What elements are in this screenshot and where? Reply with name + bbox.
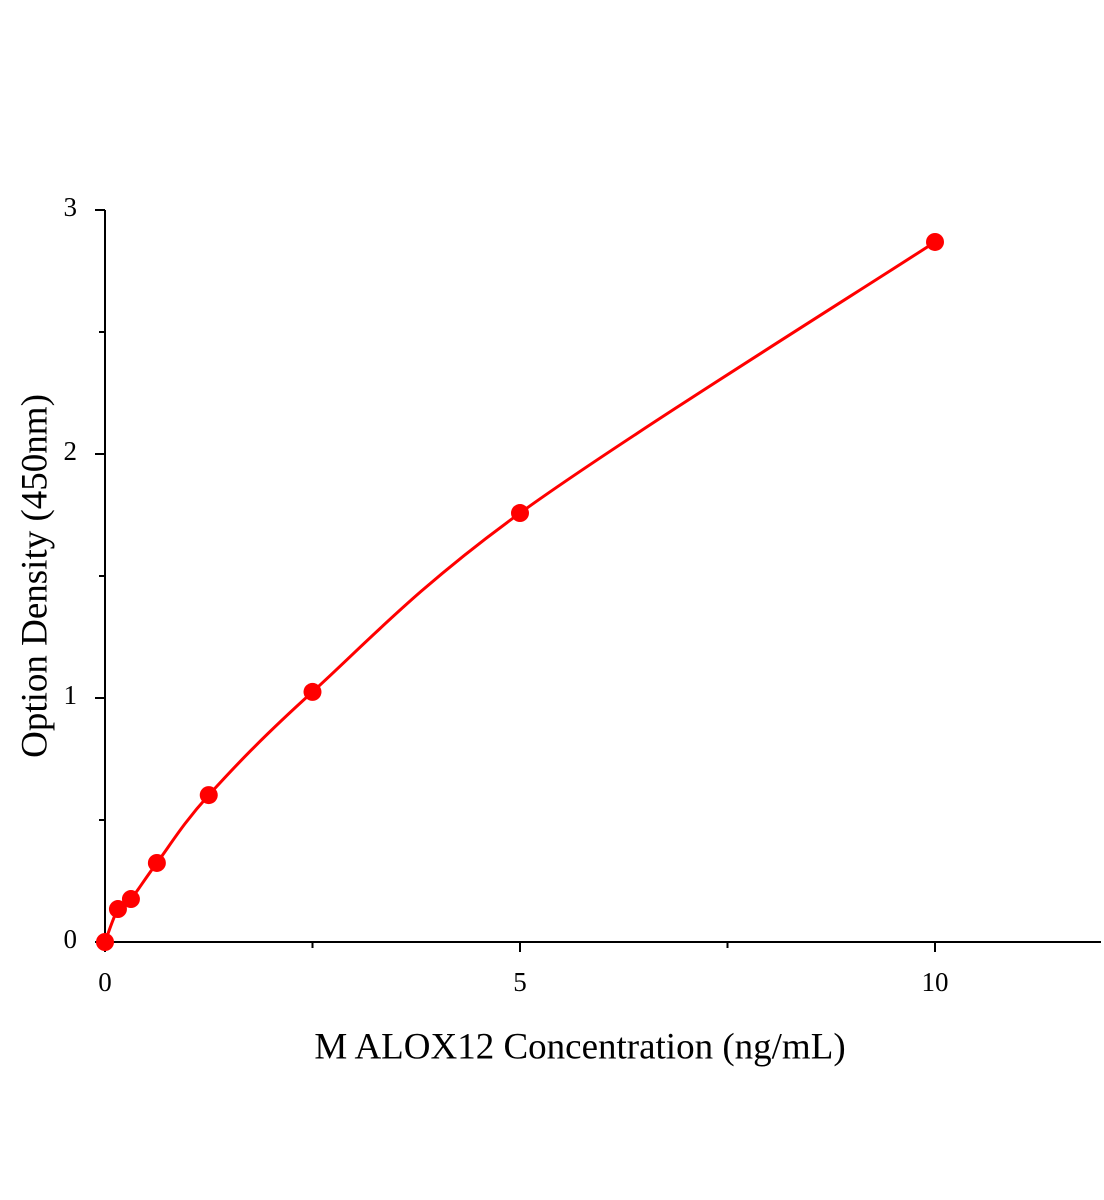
x-tick-label: 0 xyxy=(98,967,112,997)
data-point xyxy=(511,504,529,523)
data-point xyxy=(303,682,322,701)
y-tick-label: 1 xyxy=(64,680,78,710)
data-point xyxy=(147,853,166,872)
data-point xyxy=(926,232,944,251)
data-point xyxy=(96,933,114,951)
data-point xyxy=(199,786,218,805)
data-point xyxy=(121,890,140,909)
y-tick-label: 0 xyxy=(64,924,78,954)
y-tick-label: 3 xyxy=(64,192,78,222)
y-axis-label: Option Density (450nm) xyxy=(14,394,55,758)
data-point xyxy=(108,900,127,919)
x-tick-label: 5 xyxy=(513,967,527,997)
fit-curve xyxy=(103,240,936,943)
x-tick-label: 10 xyxy=(922,967,949,997)
y-tick-label: 2 xyxy=(64,436,78,466)
x-axis-label: M ALOX12 Concentration (ng/mL) xyxy=(314,1026,845,1067)
